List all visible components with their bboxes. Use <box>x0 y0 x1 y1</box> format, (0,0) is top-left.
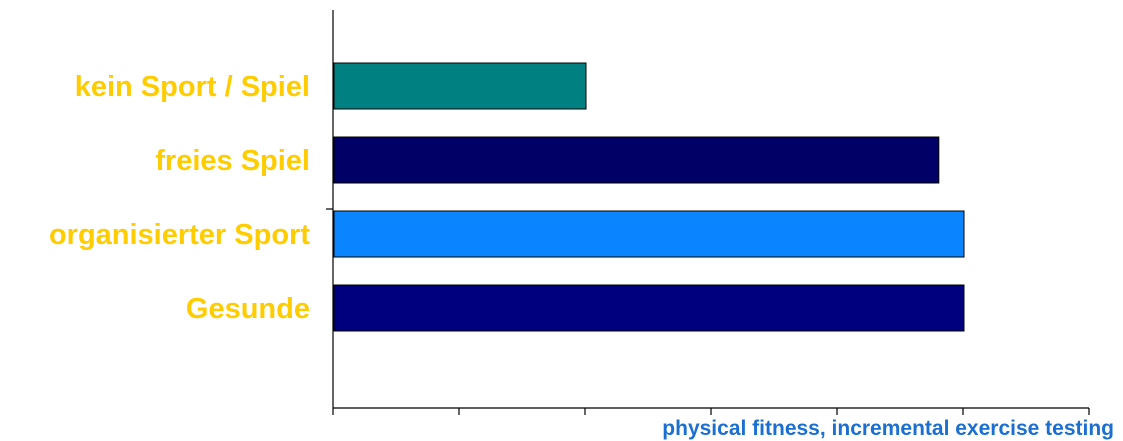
x-axis-title: physical fitness, incremental exercise t… <box>662 417 1114 440</box>
category-labels: kein Sport / Spiel freies Spiel organisier… <box>49 71 310 325</box>
category-label-0: kein Sport / Spiel <box>75 71 310 103</box>
category-label-2: organisierter Sport <box>49 219 310 251</box>
bars-layer <box>333 62 965 332</box>
axes-layer <box>326 10 1090 415</box>
category-label-3: Gesunde <box>186 293 310 325</box>
bar-1 <box>333 136 940 184</box>
bar-2 <box>333 210 965 258</box>
bar-0 <box>333 62 587 110</box>
bar-3 <box>333 284 965 332</box>
category-label-1: freies Spiel <box>155 145 310 177</box>
